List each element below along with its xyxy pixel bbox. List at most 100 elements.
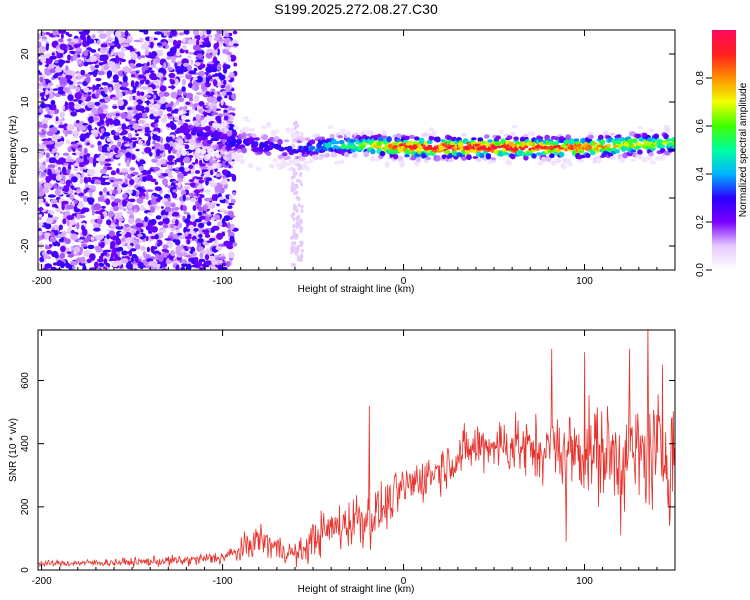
spectrogram-cell xyxy=(537,161,544,166)
spectrogram-cell xyxy=(170,79,176,85)
spectrogram-cell xyxy=(74,51,82,54)
spectrogram-cell xyxy=(221,90,227,96)
spectrogram-cell xyxy=(122,113,128,117)
spectrogram-cell xyxy=(555,148,562,153)
spectrogram-cell xyxy=(97,267,101,270)
spectrogram-cell xyxy=(461,156,467,161)
spectrogram-cell xyxy=(292,211,296,216)
spectrogram-cell xyxy=(40,164,46,171)
spectrogram-cell xyxy=(585,153,591,159)
spectrogram-cell xyxy=(92,223,100,228)
spectrogram-cell xyxy=(666,138,672,142)
spectrogram-cell xyxy=(149,206,155,213)
spectrogram-cell xyxy=(127,107,133,110)
spectrogram-cell xyxy=(52,224,60,228)
spectrogram-cell xyxy=(412,146,418,150)
snr-panel: -200 -100 0 100 0 200 400 600 Height of straig… xyxy=(8,329,676,595)
spectrogram-cell xyxy=(632,139,638,143)
spectrogram-cell xyxy=(198,233,203,238)
spectrogram-cell xyxy=(130,71,137,75)
spectrogram-cell xyxy=(231,88,235,92)
spectrogram-cell xyxy=(123,227,131,233)
spectrogram-cell xyxy=(122,199,128,207)
spectrogram-cell xyxy=(89,253,96,261)
spectrogram-cell xyxy=(181,149,187,156)
spectrogram-cell xyxy=(130,167,136,171)
spectrogram-cell xyxy=(130,257,134,263)
spectrogram-cell xyxy=(93,227,101,232)
spectrogram-cell xyxy=(50,99,56,106)
spectrogram-cell xyxy=(213,137,220,142)
spectrogram-cell xyxy=(619,157,625,163)
spectrogram-cell xyxy=(76,257,83,263)
spectrogram-cell xyxy=(87,176,92,183)
spectrogram-cell xyxy=(198,258,206,263)
spectrogram-cell xyxy=(146,246,150,253)
spectrogram-cell xyxy=(111,58,118,62)
spectrogram-cell xyxy=(94,210,103,214)
y-tick-label: 200 xyxy=(20,498,31,515)
spectrogram-cell xyxy=(146,189,154,193)
spectrogram-cell xyxy=(308,159,314,164)
spectrogram-cell xyxy=(43,222,47,226)
spectrogram-cell xyxy=(78,239,85,242)
spectrogram-cell xyxy=(65,69,73,76)
spectrogram-cell xyxy=(244,119,251,122)
spectrogram-cell xyxy=(236,138,242,145)
spectrogram-cell xyxy=(282,152,288,157)
spectrogram-cell xyxy=(59,64,63,68)
spectrogram-cell xyxy=(63,186,69,193)
spectrogram-cell xyxy=(229,215,236,218)
spectrogram-cell xyxy=(109,81,114,85)
spectrogram-cell xyxy=(82,40,88,48)
spectrogram-cell xyxy=(138,119,146,125)
spectrogram-cell xyxy=(204,260,213,266)
spectrogram-cell xyxy=(117,149,121,156)
spectrogram-cell xyxy=(171,59,176,64)
spectrogram-cell xyxy=(61,105,66,110)
spectrogram-cell xyxy=(95,245,103,253)
spectrogram-cell xyxy=(396,133,402,139)
spectrogram-cell xyxy=(149,41,154,49)
spectrogram-cell xyxy=(117,218,125,222)
spectrogram-cell xyxy=(495,136,502,140)
spectrogram-cell xyxy=(544,134,550,141)
spectrogram-cell xyxy=(44,114,52,118)
spectrogram-cell xyxy=(166,56,172,60)
spectrogram-xlabel: Height of straight line (km) xyxy=(298,284,415,295)
spectrogram-cell xyxy=(80,109,85,113)
spectrogram-cell xyxy=(206,96,215,103)
spectrogram-cell xyxy=(184,119,191,122)
spectrogram-cell xyxy=(182,37,186,43)
spectrogram-cell xyxy=(659,144,666,149)
spectrogram-cell xyxy=(102,132,111,137)
spectrogram-cell xyxy=(178,166,185,173)
spectrogram-cell xyxy=(141,195,146,200)
spectrogram-cell xyxy=(59,111,65,119)
spectrogram-cell xyxy=(177,110,184,116)
spectrogram-cell xyxy=(186,263,192,270)
spectrogram-cell xyxy=(304,166,311,171)
spectrogram-cell xyxy=(90,65,95,72)
spectrogram-cell xyxy=(523,133,529,137)
spectrogram-cell xyxy=(152,90,158,94)
spectrogram-cell xyxy=(40,171,47,177)
spectrogram-cell xyxy=(503,152,510,156)
spectrogram-cell xyxy=(204,254,210,261)
spectrogram-cell xyxy=(87,250,92,256)
spectrogram-cell xyxy=(70,111,77,117)
spectrogram-cell xyxy=(213,105,217,112)
spectrogram-cell xyxy=(120,33,125,38)
spectrogram-cell xyxy=(202,146,208,150)
spectrogram-cell xyxy=(124,39,132,44)
spectrogram-cell xyxy=(55,153,59,160)
spectrogram-cell xyxy=(90,236,95,242)
spectrogram-cell xyxy=(300,204,304,209)
spectrogram-cell xyxy=(183,156,191,164)
spectrogram-cell xyxy=(197,222,205,229)
spectrogram-cell xyxy=(188,179,195,183)
spectrogram-cell xyxy=(503,133,510,137)
spectrogram-cell xyxy=(102,187,108,193)
spectrogram-cell xyxy=(174,116,179,121)
spectrogram-cell xyxy=(100,128,105,134)
